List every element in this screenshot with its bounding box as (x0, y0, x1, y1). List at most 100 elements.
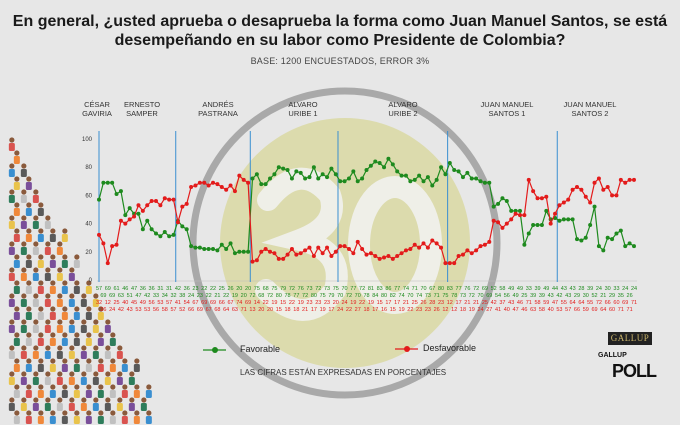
person-head (110, 358, 116, 364)
data-label: 20 (258, 307, 264, 313)
data-point (517, 208, 522, 213)
person-head (38, 254, 44, 260)
person-head (21, 215, 27, 221)
data-label: 22 (223, 293, 229, 299)
person-head (122, 410, 128, 416)
data-label: 72 (267, 293, 273, 299)
person-head (33, 215, 39, 221)
person-head (110, 410, 116, 416)
person-head (122, 358, 128, 364)
y-tick-label: 60 (85, 193, 92, 199)
data-point (517, 213, 522, 218)
data-label: 52 (591, 293, 597, 299)
person-head (57, 371, 63, 377)
data-label: 77 (394, 286, 400, 292)
data-label: 73 (324, 286, 330, 292)
data-label: 49 (543, 286, 549, 292)
data-point (105, 261, 110, 266)
person-body (13, 156, 20, 164)
data-point (548, 221, 553, 226)
data-point (430, 183, 435, 188)
data-label: 43 (561, 286, 567, 292)
person-body (25, 234, 32, 242)
person-body (8, 169, 15, 177)
person-head (26, 228, 32, 234)
data-label: 26 (434, 307, 440, 313)
person-head (129, 371, 135, 377)
data-point (399, 251, 404, 256)
data-point (338, 244, 343, 249)
data-label: 25 (521, 293, 527, 299)
data-label: 63 (530, 307, 536, 313)
data-label: 74 (416, 293, 422, 299)
person-body (8, 299, 15, 307)
person-head (14, 410, 20, 416)
data-label: 60 (609, 307, 615, 313)
data-point (346, 246, 351, 251)
data-label: 33 (613, 286, 619, 292)
person-head (14, 358, 20, 364)
person-body (8, 403, 15, 411)
data-label: 76 (298, 286, 304, 292)
data-label: 69 (197, 307, 203, 313)
person-body (56, 377, 63, 385)
person-body (25, 182, 32, 190)
data-point (596, 244, 601, 249)
person-body (8, 221, 15, 229)
data-point (373, 159, 378, 164)
person-head (26, 202, 32, 208)
data-label: 31 (166, 286, 172, 292)
data-label: 66 (219, 300, 225, 306)
person-head (50, 306, 56, 312)
person-body (92, 403, 99, 411)
data-point (491, 218, 496, 223)
data-label: 35 (618, 293, 624, 299)
data-point (263, 182, 268, 187)
person-body (92, 325, 99, 333)
data-label: 36 (184, 286, 190, 292)
person-body (68, 351, 75, 359)
data-point (197, 245, 202, 250)
data-label: 52 (179, 307, 185, 313)
data-label: 23 (315, 300, 321, 306)
person-body (68, 403, 75, 411)
data-point (421, 179, 426, 184)
data-label: 53 (556, 307, 562, 313)
data-label: 25 (412, 300, 418, 306)
data-point (250, 176, 255, 181)
person-body (73, 416, 80, 424)
person-head (105, 319, 111, 325)
data-point (465, 170, 470, 175)
data-label: 77 (293, 293, 299, 299)
data-point (276, 165, 281, 170)
person-body (37, 260, 44, 268)
data-point (605, 235, 610, 240)
data-label: 43 (565, 293, 571, 299)
data-label: 75 (271, 286, 277, 292)
data-point (544, 194, 549, 199)
data-label: 30 (605, 286, 611, 292)
data-label: 58 (162, 307, 168, 313)
data-point (417, 245, 422, 250)
person-body (133, 390, 140, 398)
data-label: 19 (399, 307, 405, 313)
person-head (81, 293, 87, 299)
person-body (109, 390, 116, 398)
person-head (105, 345, 111, 351)
data-point (627, 177, 632, 182)
person-head (38, 306, 44, 312)
footnote: LAS CIFRAS ESTÁN EXPRESADAS EN PORCENTAJ… (240, 368, 447, 377)
person-body (85, 364, 92, 372)
person-head (74, 358, 80, 364)
data-label: 70 (407, 293, 413, 299)
data-label: 17 (394, 300, 400, 306)
data-point (386, 156, 391, 161)
person-head (38, 202, 44, 208)
person-head (45, 319, 51, 325)
data-label: 20 (241, 293, 247, 299)
period-label: GAVIRIA (82, 109, 112, 118)
data-point (154, 231, 159, 236)
person-head (57, 397, 63, 403)
person-body (116, 403, 123, 411)
data-point (246, 180, 251, 185)
